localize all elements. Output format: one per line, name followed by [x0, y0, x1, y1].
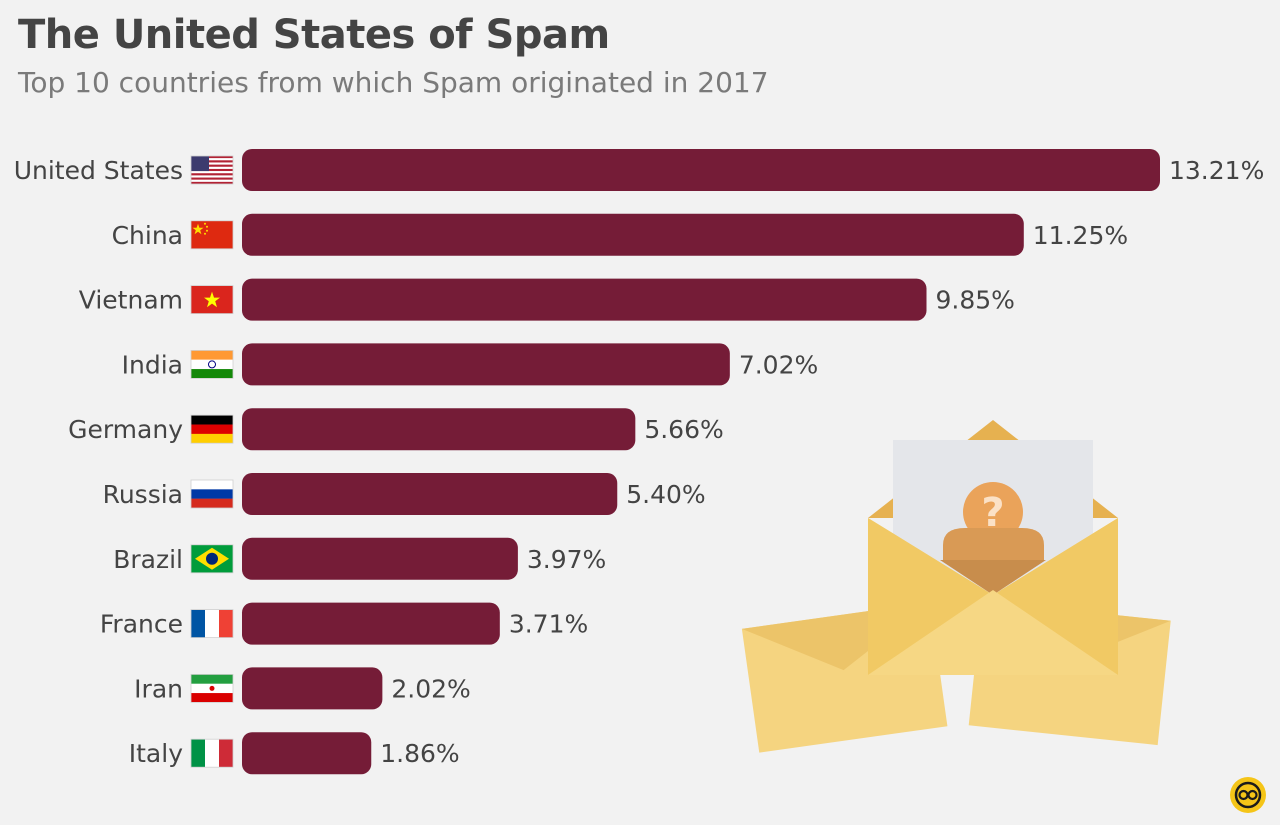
value-label: 13.21% [1169, 156, 1264, 185]
envelope-question-illustration: ? [741, 420, 1171, 753]
bar [242, 732, 372, 775]
flag-ir-icon [190, 674, 234, 703]
bar [242, 278, 927, 321]
category-label: Germany [68, 415, 183, 444]
flag-de-icon [190, 414, 234, 444]
chart-subtitle: Top 10 countries from which Spam origina… [18, 66, 769, 99]
statista-logo-icon [1230, 777, 1266, 813]
value-label: 7.02% [739, 350, 818, 379]
bar [242, 343, 730, 386]
value-label: 3.71% [509, 610, 588, 639]
bar [242, 667, 383, 710]
flag-in-icon [190, 349, 234, 379]
bar [242, 408, 636, 451]
flag-us-icon [190, 155, 234, 185]
value-label: 5.66% [644, 415, 723, 444]
category-label: China [112, 221, 183, 250]
value-label: 5.40% [626, 480, 705, 509]
flag-it-icon [190, 738, 234, 768]
value-label: 3.97% [527, 545, 606, 574]
flag-vn-icon [190, 285, 234, 315]
value-label: 9.85% [936, 286, 1015, 315]
category-label: Brazil [113, 545, 183, 574]
value-label: 1.86% [380, 739, 459, 768]
value-label: 11.25% [1033, 221, 1128, 250]
flag-ru-icon [190, 479, 234, 509]
category-label: Russia [103, 480, 183, 509]
category-label: Iran [134, 674, 183, 703]
bar [242, 149, 1160, 191]
value-label: 2.02% [391, 674, 470, 703]
svg-text:?: ? [981, 490, 1004, 536]
chart-title: The United States of Spam [18, 12, 610, 58]
bar [242, 602, 500, 645]
bar [242, 213, 1024, 256]
bar [242, 537, 518, 580]
category-label: Vietnam [79, 286, 183, 315]
bar [242, 473, 618, 515]
category-label: Italy [129, 739, 183, 768]
category-label: India [122, 350, 183, 379]
category-label: France [100, 610, 183, 639]
category-label: United States [14, 156, 183, 185]
flag-cn-icon [190, 220, 234, 250]
flag-br-icon [190, 544, 234, 574]
flag-fr-icon [190, 609, 234, 638]
